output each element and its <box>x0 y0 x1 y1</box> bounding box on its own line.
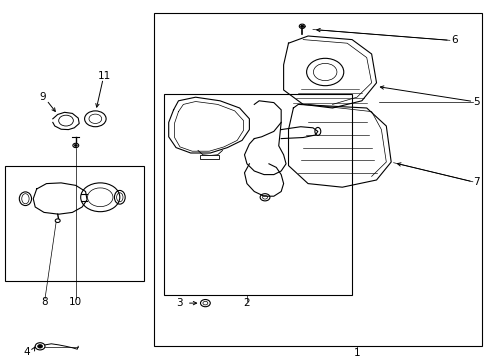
Text: 6: 6 <box>450 35 457 45</box>
Circle shape <box>35 343 45 350</box>
Circle shape <box>38 345 42 348</box>
Bar <box>163 94 351 295</box>
Circle shape <box>73 143 79 148</box>
Bar <box>199 155 219 159</box>
Text: 11: 11 <box>97 71 111 81</box>
Text: 10: 10 <box>69 297 82 307</box>
Circle shape <box>74 144 77 147</box>
Circle shape <box>300 25 303 27</box>
Circle shape <box>299 24 305 28</box>
Circle shape <box>55 219 60 222</box>
Text: 1: 1 <box>353 348 360 358</box>
Bar <box>154 13 481 346</box>
Text: 4: 4 <box>23 347 30 357</box>
Text: 2: 2 <box>243 298 250 308</box>
Bar <box>5 166 144 281</box>
Text: 5: 5 <box>472 96 479 107</box>
Text: 7: 7 <box>472 177 479 187</box>
Text: 9: 9 <box>40 92 46 102</box>
Text: 8: 8 <box>41 297 48 307</box>
Text: 3: 3 <box>176 298 183 308</box>
